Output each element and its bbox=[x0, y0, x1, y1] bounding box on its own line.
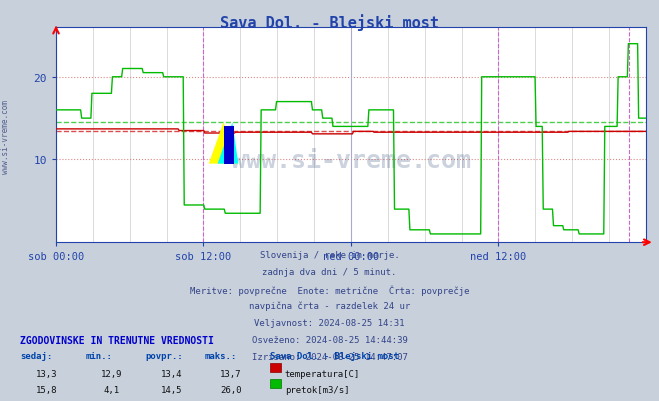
Text: 4,1: 4,1 bbox=[104, 385, 120, 394]
Text: Slovenija / reke in morje.: Slovenija / reke in morje. bbox=[260, 251, 399, 259]
Text: 13,4: 13,4 bbox=[161, 369, 182, 378]
Text: Veljavnost: 2024-08-25 14:31: Veljavnost: 2024-08-25 14:31 bbox=[254, 318, 405, 327]
Polygon shape bbox=[217, 123, 239, 164]
Text: temperatura[C]: temperatura[C] bbox=[285, 369, 360, 378]
Text: 13,7: 13,7 bbox=[220, 369, 241, 378]
Text: zadnja dva dni / 5 minut.: zadnja dva dni / 5 minut. bbox=[262, 267, 397, 276]
Text: 13,3: 13,3 bbox=[36, 369, 57, 378]
Bar bbox=[223, 127, 234, 164]
Text: sedaj:: sedaj: bbox=[20, 351, 52, 360]
Text: Osveženo: 2024-08-25 14:44:39: Osveženo: 2024-08-25 14:44:39 bbox=[252, 335, 407, 344]
Text: Izrisano: 2024-08-25 14:47:07: Izrisano: 2024-08-25 14:47:07 bbox=[252, 352, 407, 360]
Text: povpr.:: povpr.: bbox=[145, 351, 183, 360]
Text: 14,5: 14,5 bbox=[161, 385, 182, 394]
Text: Meritve: povprečne  Enote: metrične  Črta: povprečje: Meritve: povprečne Enote: metrične Črta:… bbox=[190, 284, 469, 295]
Text: www.si-vreme.com: www.si-vreme.com bbox=[1, 99, 10, 173]
Text: ZGODOVINSKE IN TRENUTNE VREDNOSTI: ZGODOVINSKE IN TRENUTNE VREDNOSTI bbox=[20, 335, 214, 345]
Text: 15,8: 15,8 bbox=[36, 385, 57, 394]
Text: www.si-vreme.com: www.si-vreme.com bbox=[231, 149, 471, 173]
Text: Sava Dol. - Blejski most: Sava Dol. - Blejski most bbox=[220, 14, 439, 31]
Text: maks.:: maks.: bbox=[204, 351, 237, 360]
Text: navpična črta - razdelek 24 ur: navpična črta - razdelek 24 ur bbox=[249, 301, 410, 311]
Text: Sava Dol. - Blejski most: Sava Dol. - Blejski most bbox=[270, 351, 399, 360]
Text: 12,9: 12,9 bbox=[101, 369, 123, 378]
Text: min.:: min.: bbox=[86, 351, 113, 360]
Polygon shape bbox=[209, 123, 239, 164]
Text: 26,0: 26,0 bbox=[220, 385, 241, 394]
Text: pretok[m3/s]: pretok[m3/s] bbox=[285, 385, 349, 394]
